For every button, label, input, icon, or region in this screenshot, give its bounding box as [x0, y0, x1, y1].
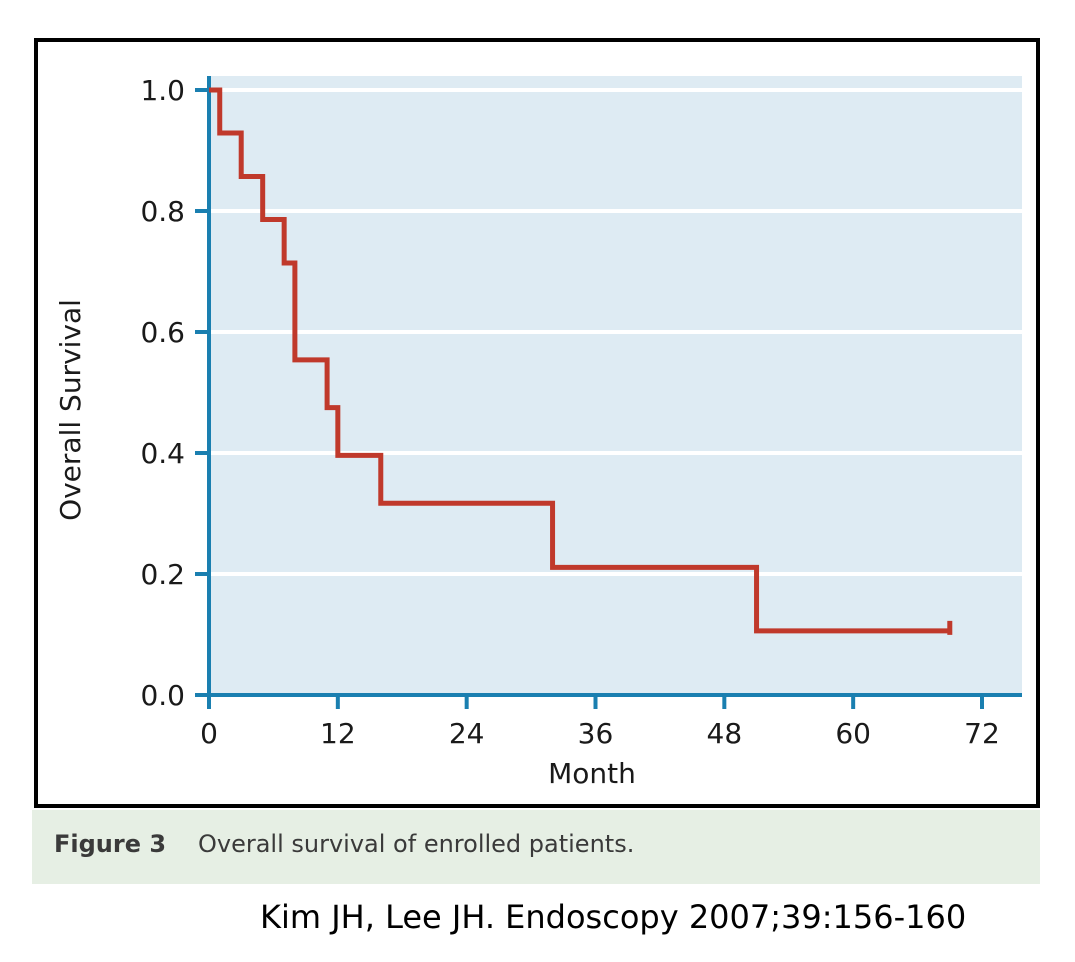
y-tick-label: 0.2 [140, 558, 185, 591]
x-tick-label: 72 [964, 717, 1000, 750]
citation: Kim JH, Lee JH. Endoscopy 2007;39:156-16… [260, 898, 967, 936]
y-tick-label: 0.0 [140, 679, 185, 712]
x-tick-label: 48 [707, 717, 743, 750]
survival-chart: 0 12 24 36 48 60 72 0.0 0.2 0.4 0.6 0.8 1.0 Month O… [54, 74, 1022, 790]
survival-curve [209, 87, 953, 635]
caption-text: Overall survival of enrolled patients. [198, 830, 635, 858]
x-tick-label: 12 [320, 717, 356, 750]
figure-frame: 0 12 24 36 48 60 72 0.0 0.2 0.4 0.6 0.8 1.0 Month O… [34, 38, 1040, 808]
y-tick-label: 0.4 [140, 437, 185, 470]
x-tick-label: 0 [200, 717, 218, 750]
x-tick-label: 36 [578, 717, 614, 750]
y-tick-label: 0.8 [140, 195, 185, 228]
x-tick-labels: 0 12 24 36 48 60 72 [200, 695, 1000, 750]
y-tick-label: 1.0 [140, 74, 185, 107]
x-tick-label: 24 [449, 717, 485, 750]
caption-label: Figure 3 [54, 830, 167, 858]
plot-background [209, 76, 1022, 694]
x-axis-label: Month [548, 757, 636, 790]
y-axis-label: Overall Survival [54, 299, 87, 521]
x-tick-label: 60 [835, 717, 871, 750]
y-tick-labels: 0.0 0.2 0.4 0.6 0.8 1.0 [140, 74, 209, 712]
axes [207, 76, 1022, 697]
caption-bar: Figure 3 Overall survival of enrolled pa… [32, 810, 1040, 884]
y-tick-label: 0.6 [140, 316, 185, 349]
